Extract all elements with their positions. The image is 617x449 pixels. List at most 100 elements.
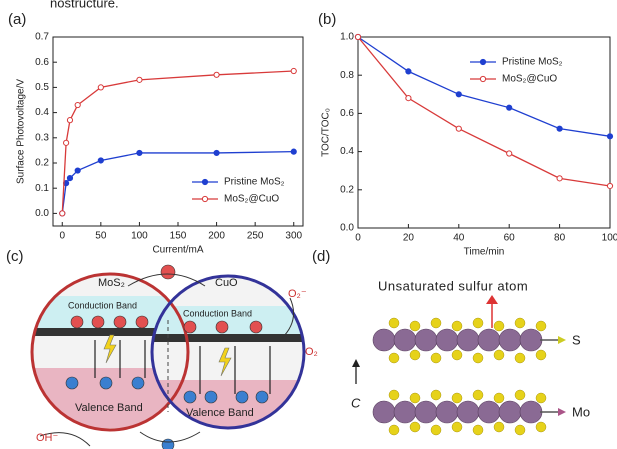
y-tick-label: 0.2 xyxy=(35,158,49,169)
y-axis-label: Surface Photovoltage/V xyxy=(16,79,27,184)
legend-label: MoS₂@CuO xyxy=(502,74,557,85)
mo-atom xyxy=(436,329,458,351)
y-tick-label: 0.0 xyxy=(340,223,354,234)
series-line xyxy=(358,37,610,136)
y-axis-label: TOC/TOC₀ xyxy=(321,108,332,157)
x-tick-label: 150 xyxy=(170,231,187,242)
marker xyxy=(355,34,360,39)
sulfur-atom xyxy=(536,422,546,432)
atom-label: Mo xyxy=(572,404,590,419)
x-axis-label: Current/mA xyxy=(152,245,203,256)
sulfur-atom xyxy=(410,422,420,432)
x-tick-label: 250 xyxy=(247,231,264,242)
marker xyxy=(67,118,72,123)
sulfur-atom xyxy=(473,318,483,328)
x-tick-label: 0 xyxy=(355,233,361,244)
marker xyxy=(60,211,65,216)
sulfur-atom xyxy=(473,353,483,363)
sulfur-atom xyxy=(536,321,546,331)
mo-atom xyxy=(394,329,416,351)
marker xyxy=(214,150,219,155)
marker xyxy=(607,134,612,139)
species-label: OH⁻ xyxy=(36,432,59,444)
marker xyxy=(64,140,69,145)
marker xyxy=(214,72,219,77)
sulfur-atom xyxy=(536,350,546,360)
y-tick-label: 0.7 xyxy=(35,32,49,43)
sulfur-atom xyxy=(494,321,504,331)
mo-atom xyxy=(415,329,437,351)
x-tick-label: 200 xyxy=(208,231,225,242)
sulfur-atom xyxy=(431,425,441,435)
species-label: O₂⁻ xyxy=(288,288,307,300)
band-label: Conduction Band xyxy=(68,300,137,310)
sulfur-atom xyxy=(431,318,441,328)
marker xyxy=(557,176,562,181)
mo-atom xyxy=(373,401,395,423)
y-tick-label: 0.2 xyxy=(340,184,354,195)
marker xyxy=(137,77,142,82)
mo-atom xyxy=(457,401,479,423)
y-tick-label: 0.4 xyxy=(340,146,354,157)
mo-atom xyxy=(499,329,521,351)
mo-atom xyxy=(394,401,416,423)
marker xyxy=(75,102,80,107)
legend-label: MoS₂@CuO xyxy=(224,194,279,205)
marker xyxy=(98,158,103,163)
diagram-d: (d) Unsaturated sulfur atom S Mo C xyxy=(312,248,590,435)
sulfur-atom xyxy=(473,390,483,400)
marker xyxy=(75,168,80,173)
atom-label: S xyxy=(572,332,581,347)
pointer-head xyxy=(486,295,498,304)
material-label: MoS₂ xyxy=(98,277,125,289)
material-label: CuO xyxy=(215,277,238,289)
x-axis-label: Time/min xyxy=(464,247,505,258)
mo-atom xyxy=(520,401,542,423)
cut-text: nostructure. xyxy=(50,0,119,10)
y-tick-label: 0.0 xyxy=(35,208,49,219)
sulfur-atom xyxy=(452,350,462,360)
sulfur-atom xyxy=(494,422,504,432)
x-tick-label: 100 xyxy=(131,231,148,242)
mo-atom xyxy=(499,401,521,423)
sulfur-atom xyxy=(452,422,462,432)
sulfur-atom xyxy=(431,390,441,400)
mo-atom xyxy=(478,329,500,351)
y-tick-label: 1.0 xyxy=(340,32,354,43)
sulfur-atom xyxy=(389,390,399,400)
sulfur-atom xyxy=(389,353,399,363)
marker xyxy=(291,149,296,154)
mo-atom xyxy=(373,329,395,351)
sulfur-atom xyxy=(452,393,462,403)
marker xyxy=(507,105,512,110)
species-label: O₂ xyxy=(305,346,318,358)
mo-atom xyxy=(478,401,500,423)
band-label: Valence Band xyxy=(186,407,254,419)
sulfur-atom xyxy=(536,393,546,403)
plot-frame xyxy=(358,37,610,228)
y-tick-label: 0.4 xyxy=(35,107,49,118)
panel-label: (a) xyxy=(8,11,26,28)
x-tick-label: 60 xyxy=(504,233,516,244)
axis-label: C xyxy=(351,395,361,410)
sulfur-atom xyxy=(410,393,420,403)
axis-arrow-head xyxy=(352,359,360,367)
marker xyxy=(406,96,411,101)
panel-label: (d) xyxy=(312,248,330,265)
legend-marker xyxy=(480,59,485,64)
x-tick-label: 40 xyxy=(453,233,465,244)
y-tick-label: 0.8 xyxy=(340,70,354,81)
legend-marker xyxy=(480,76,485,81)
x-tick-label: 80 xyxy=(554,233,566,244)
pointer-head xyxy=(558,408,566,416)
sulfur-atom xyxy=(494,350,504,360)
marker xyxy=(137,150,142,155)
panel-label: (b) xyxy=(318,11,336,28)
diagram-title: Unsaturated sulfur atom xyxy=(378,278,528,293)
x-tick-label: 50 xyxy=(95,231,107,242)
legend-label: Pristine MoS₂ xyxy=(224,177,285,188)
marker xyxy=(456,126,461,131)
sulfur-atom xyxy=(515,353,525,363)
y-tick-label: 0.3 xyxy=(35,132,49,143)
sulfur-atom xyxy=(473,425,483,435)
